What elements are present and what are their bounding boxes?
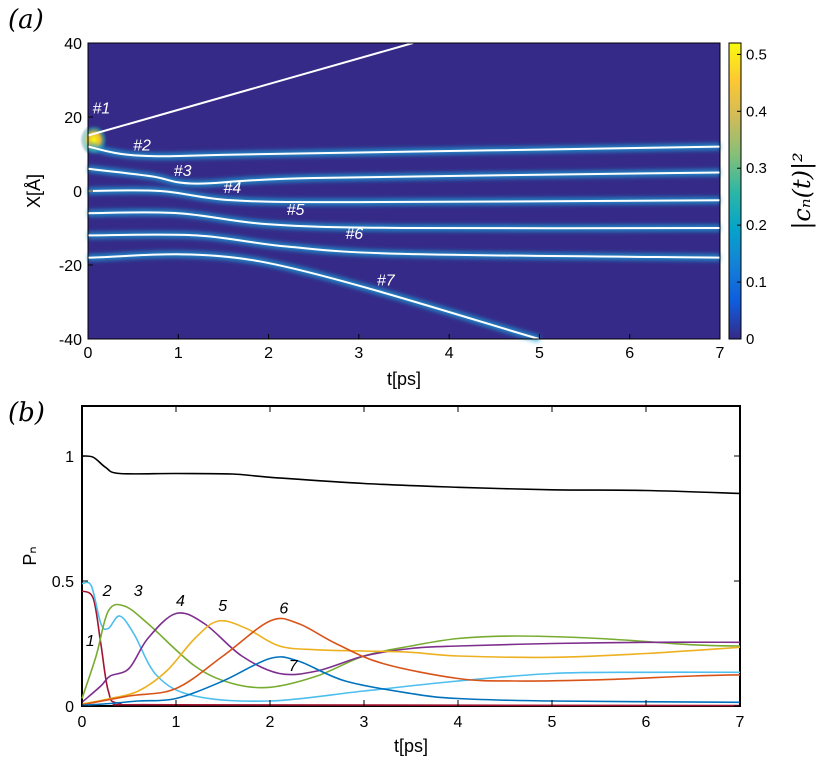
series-number-label: 7	[289, 658, 299, 675]
panel-a-label: (a)	[8, 5, 44, 35]
x-tick-label: 7	[736, 714, 745, 731]
y-tick-label: 0.5	[52, 574, 74, 591]
x-tick-label: 2	[266, 714, 275, 731]
trajectory-line	[87, 145, 721, 158]
y-tick-label: -40	[59, 332, 82, 349]
panel-b-label: (b)	[8, 398, 45, 428]
colorbar-label: |cₙ(t)|²	[788, 152, 817, 229]
colorbar-tick-label: 0.1	[746, 274, 767, 291]
y-tick-label: 40	[64, 36, 82, 53]
series-line	[81, 617, 741, 706]
x-tick-label: 1	[174, 345, 183, 362]
trajectory-label: #6	[345, 226, 363, 243]
x-tick-label: 1	[172, 714, 181, 731]
trajectory-line	[87, 233, 721, 259]
x-tick-label: 2	[264, 345, 273, 362]
series-number-label: 3	[134, 583, 143, 600]
heatmap-background	[88, 43, 720, 339]
trajectory-label: #5	[287, 202, 305, 219]
series-number-label: 1	[86, 633, 95, 650]
series-number-label: 5	[218, 598, 227, 615]
series-line	[81, 612, 741, 703]
x-tick-label: 5	[535, 345, 544, 362]
x-tick-label: 7	[716, 345, 725, 362]
colorbar-tick-label: 0.4	[746, 103, 767, 120]
x-tick-label: 6	[642, 714, 651, 731]
series-line	[81, 590, 741, 707]
y-tick-label: 20	[64, 110, 82, 127]
colorbar-tick-label: 0.3	[746, 160, 767, 177]
series-line	[81, 656, 741, 707]
trajectory-line	[87, 211, 721, 230]
x-tick-label: 6	[625, 345, 634, 362]
x-tick-label: 3	[360, 714, 369, 731]
y-tick-label: 0	[73, 184, 82, 201]
colorbar-gradient	[728, 42, 742, 340]
x-tick-label: 5	[548, 714, 557, 731]
colorbar-tick-label: 0.5	[746, 46, 767, 63]
series-number-label: 6	[279, 601, 288, 618]
trajectory-line	[87, 167, 721, 185]
trajectory-label: #1	[93, 100, 111, 117]
x-tick-label: 0	[84, 345, 93, 362]
trajectory-label: #2	[133, 137, 151, 154]
heatmap-y-axis-label: X[Å]	[24, 174, 44, 208]
trajectory-line	[87, 189, 721, 204]
trajectory-label: #7	[377, 272, 396, 289]
trajectory-label: #3	[174, 163, 192, 180]
heatmap-x-axis-label: t[ps]	[387, 369, 421, 389]
x-tick-label: 4	[454, 714, 463, 731]
trajectory-line	[87, 42, 414, 137]
x-tick-label: 4	[445, 345, 454, 362]
colorbar-tick-label: 0	[746, 331, 754, 348]
line-y-axis-label: Pₙ	[20, 546, 40, 565]
y-tick-label: 0	[65, 699, 74, 716]
colorbar: 0.5 0.4 0.3 0.2 0.1 0 |cₙ(t)|²	[728, 42, 817, 348]
line-panel: 1 2 3 4 5 6 7 0 1 2 3 4 5 6 7 1 0.5 0 t[ps] Pₙ	[20, 405, 745, 756]
series-number-label: 2	[102, 583, 112, 600]
series-line	[81, 455, 741, 495]
y-tick-label: -20	[59, 258, 82, 275]
line-plot-frame	[81, 405, 741, 707]
line-x-axis-label: t[ps]	[394, 736, 428, 756]
x-tick-label: 3	[354, 345, 363, 362]
trajectory-line	[87, 253, 540, 340]
trajectory-label: #4	[223, 180, 241, 197]
series-number-label: 4	[176, 593, 185, 610]
colorbar-tick-label: 0.2	[746, 217, 767, 234]
series-line	[81, 603, 741, 699]
heatmap-panel: #1 #2 #3 #4 #5 #6 #7 0 1 2 3 4 5 6 7 40 20 0 -20 -40 t[ps…	[24, 36, 725, 389]
x-tick-label: 0	[78, 714, 87, 731]
y-tick-label: 1	[65, 449, 74, 466]
series-line	[81, 619, 741, 705]
